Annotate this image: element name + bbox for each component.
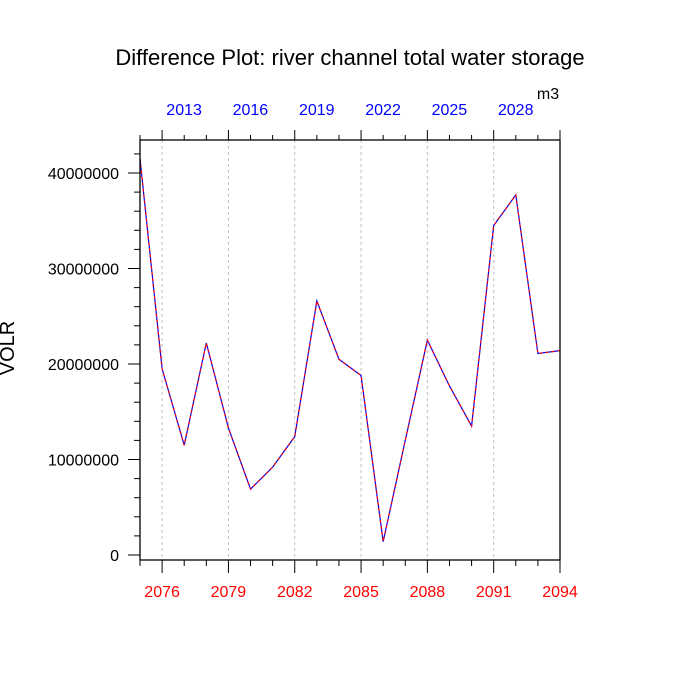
y-tick-label-30000000: 30000000 (48, 262, 119, 279)
y-tick-label-40000000: 40000000 (48, 166, 119, 183)
top-tick-label-2022: 2022 (365, 102, 401, 119)
plot-frame (139, 139, 561, 561)
bottom-tick-label-2088: 2088 (410, 584, 446, 601)
y-tick-label-20000000: 20000000 (48, 357, 119, 374)
bottom-tick-label-2079: 2079 (211, 584, 247, 601)
y-tick-label-0: 0 (110, 548, 119, 565)
series-line (139, 158, 561, 542)
top-tick-label-2016: 2016 (233, 102, 269, 119)
bottom-tick-label-2076: 2076 (144, 584, 180, 601)
top-tick-label-2019: 2019 (299, 102, 335, 119)
bottom-tick-label-2091: 2091 (476, 584, 512, 601)
grid-layer (161, 140, 495, 560)
bottom-tick-label-2082: 2082 (277, 584, 313, 601)
axis-layer: 2076 2079 2082 2085 2088 2091 2094 2013 2016 2019… (48, 102, 578, 601)
chart-title: Difference Plot: river channel total wat… (115, 45, 584, 70)
y-tick-label-10000000: 10000000 (48, 453, 119, 470)
top-tick-label-2028: 2028 (498, 102, 534, 119)
top-tick-label-2013: 2013 (166, 102, 202, 119)
data-layer (139, 158, 561, 542)
bottom-tick-label-2085: 2085 (343, 584, 379, 601)
bottom-tick-label-2094: 2094 (542, 584, 578, 601)
top-tick-label-2025: 2025 (432, 102, 468, 119)
y-axis-label: VOLR (0, 321, 19, 375)
series-line-dashes (139, 158, 561, 542)
units-label: m3 (537, 86, 559, 103)
